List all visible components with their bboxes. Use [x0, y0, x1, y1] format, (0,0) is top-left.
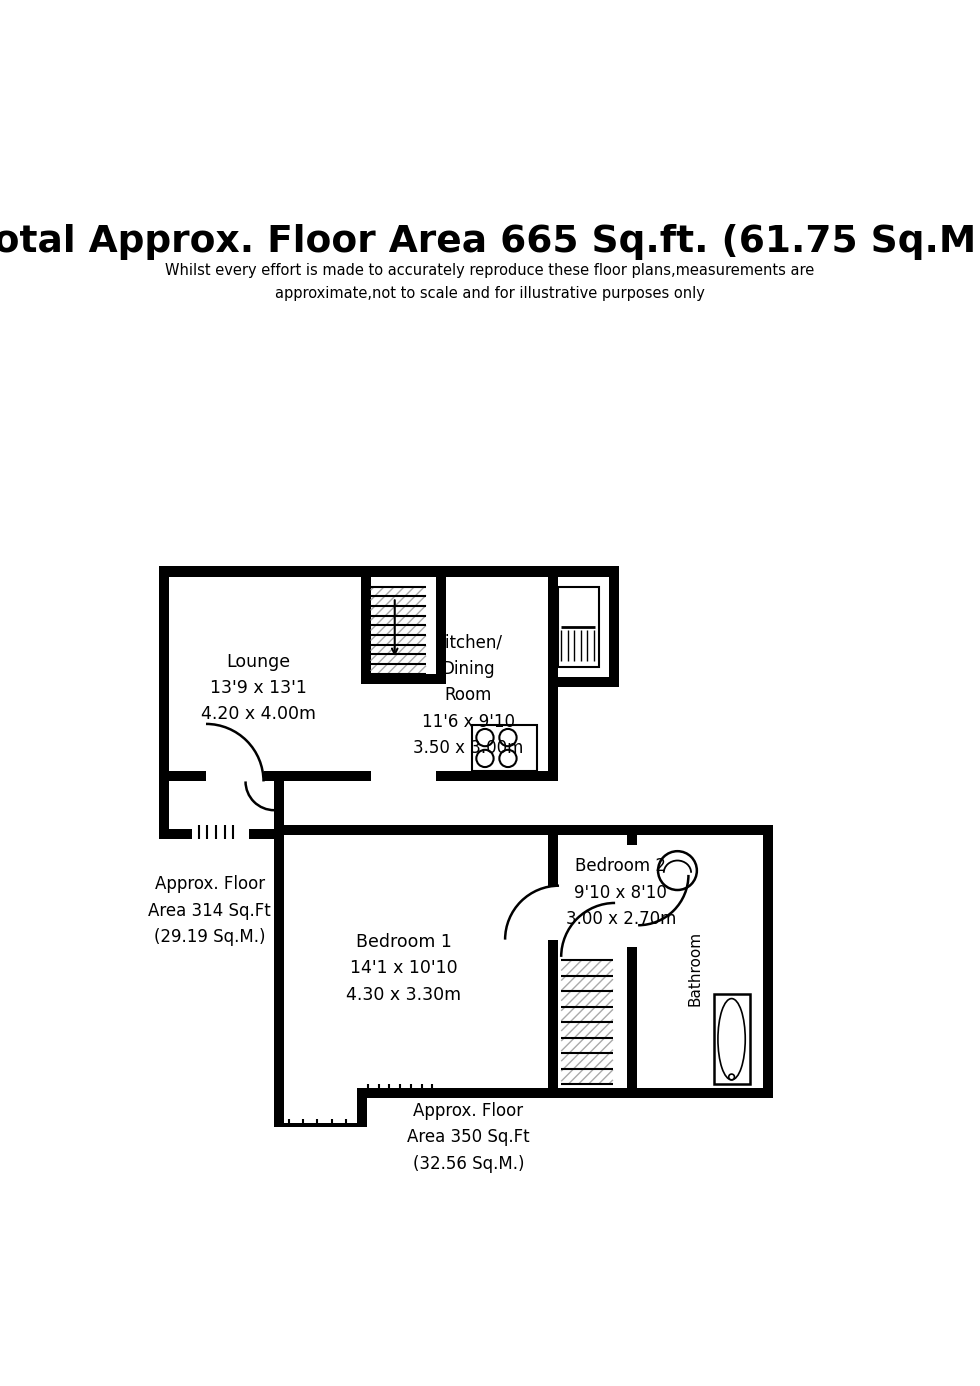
Text: Approx. Floor
Area 350 Sq.Ft
(32.56 Sq.M.): Approx. Floor Area 350 Sq.Ft (32.56 Sq.M…	[407, 1102, 530, 1173]
Bar	[274, 1088, 357, 1098]
Bar	[170, 782, 274, 829]
Bar	[548, 886, 559, 940]
Bar	[548, 1088, 637, 1098]
Bar	[637, 836, 763, 1088]
Bar	[626, 825, 637, 1098]
Bar	[562, 944, 615, 956]
Bar	[160, 829, 192, 839]
Bar	[548, 567, 558, 782]
Bar	[357, 1088, 368, 1127]
Bar	[274, 782, 284, 839]
Text: Approx. Floor
Area 314 Sq.Ft
(29.19 Sq.M.): Approx. Floor Area 314 Sq.Ft (29.19 Sq.M…	[148, 876, 270, 947]
Bar	[637, 1088, 763, 1098]
Text: Bathroom: Bathroom	[687, 931, 703, 1006]
Text: Bedroom 1
14'1 x 10'10
4.30 x 3.30m: Bedroom 1 14'1 x 10'10 4.30 x 3.30m	[346, 933, 462, 1003]
Circle shape	[658, 851, 697, 890]
Bar	[558, 577, 609, 667]
Bar	[699, 836, 709, 956]
Bar	[284, 1088, 357, 1123]
Bar	[451, 1088, 558, 1098]
Bar	[472, 725, 537, 772]
Bar	[361, 567, 609, 577]
Bar	[274, 1098, 284, 1127]
Bar	[170, 577, 361, 772]
Bar	[160, 772, 370, 782]
Bar	[206, 771, 264, 782]
Bar	[361, 674, 436, 683]
Bar	[436, 567, 446, 683]
Bar	[160, 567, 361, 577]
Bar	[274, 1088, 558, 1098]
Bar	[446, 577, 548, 772]
Bar	[249, 829, 274, 839]
Bar	[160, 782, 170, 839]
Bar	[548, 836, 558, 956]
Bar	[370, 586, 436, 674]
Circle shape	[476, 750, 494, 766]
Bar	[558, 947, 626, 1088]
Bar	[274, 1117, 357, 1127]
Ellipse shape	[718, 998, 745, 1080]
Bar	[361, 567, 370, 683]
Circle shape	[500, 750, 516, 766]
Bar	[626, 875, 638, 926]
Bar	[548, 825, 558, 1098]
Bar	[160, 567, 170, 782]
Bar	[558, 947, 709, 956]
Text: Lounge
13'9 x 13'1
4.20 x 4.00m: Lounge 13'9 x 13'1 4.20 x 4.00m	[201, 653, 316, 723]
Bar	[558, 845, 699, 947]
Bar	[284, 836, 548, 1088]
Bar	[274, 825, 548, 836]
Text: Kitchen/
Dining
Room
11'6 x 9'10
3.50 x 3.00m: Kitchen/ Dining Room 11'6 x 9'10 3.50 x …	[414, 633, 523, 757]
Text: Whilst every effort is made to accurately reproduce these floor plans,measuremen: Whilst every effort is made to accuratel…	[166, 263, 814, 301]
Circle shape	[500, 729, 516, 746]
Bar	[436, 772, 558, 782]
Bar	[699, 825, 763, 836]
Bar	[274, 825, 284, 1098]
Text: Bedroom 2
9'10 x 8'10
3.00 x 2.70m: Bedroom 2 9'10 x 8'10 3.00 x 2.70m	[565, 858, 676, 929]
Bar	[609, 567, 618, 678]
Bar	[558, 586, 599, 667]
Bar	[763, 825, 773, 1098]
Circle shape	[476, 729, 494, 746]
Bar	[548, 825, 709, 836]
Text: Total Approx. Floor Area 665 Sq.ft. (61.75 Sq.M.): Total Approx. Floor Area 665 Sq.ft. (61.…	[0, 225, 980, 261]
Circle shape	[729, 1074, 734, 1080]
Bar	[548, 678, 618, 687]
Bar	[713, 994, 750, 1084]
